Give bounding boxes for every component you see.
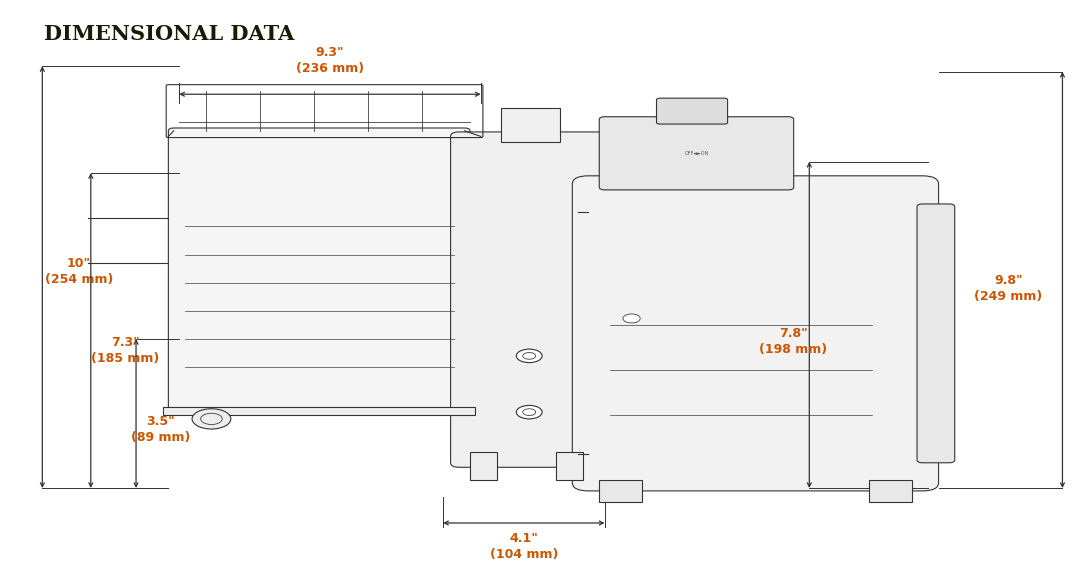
Bar	[868, 479, 912, 502]
Text: 7.3"
(185 mm): 7.3" (185 mm)	[91, 336, 160, 365]
Text: 10"
(254 mm): 10" (254 mm)	[44, 257, 113, 286]
FancyBboxPatch shape	[450, 132, 608, 468]
Bar	[599, 479, 643, 502]
Text: OFF◄►ON: OFF◄►ON	[685, 151, 708, 156]
FancyBboxPatch shape	[917, 204, 955, 463]
Text: 9.3"
(236 mm): 9.3" (236 mm)	[296, 46, 364, 75]
Bar	[556, 452, 583, 479]
FancyBboxPatch shape	[168, 128, 470, 409]
FancyBboxPatch shape	[599, 117, 794, 190]
Bar	[163, 406, 475, 415]
Circle shape	[192, 409, 231, 429]
Circle shape	[623, 314, 640, 323]
FancyBboxPatch shape	[572, 176, 939, 491]
Text: 7.8"
(198 mm): 7.8" (198 mm)	[759, 327, 827, 357]
Text: 9.8"
(249 mm): 9.8" (249 mm)	[974, 274, 1042, 303]
Text: DIMENSIONAL DATA: DIMENSIONAL DATA	[44, 24, 295, 44]
Bar	[501, 108, 561, 142]
FancyBboxPatch shape	[657, 98, 728, 124]
Circle shape	[516, 405, 542, 419]
Bar	[470, 452, 497, 479]
Text: 3.5"
(89 mm): 3.5" (89 mm)	[131, 414, 190, 444]
Circle shape	[516, 349, 542, 363]
Text: 4.1"
(104 mm): 4.1" (104 mm)	[489, 531, 558, 560]
